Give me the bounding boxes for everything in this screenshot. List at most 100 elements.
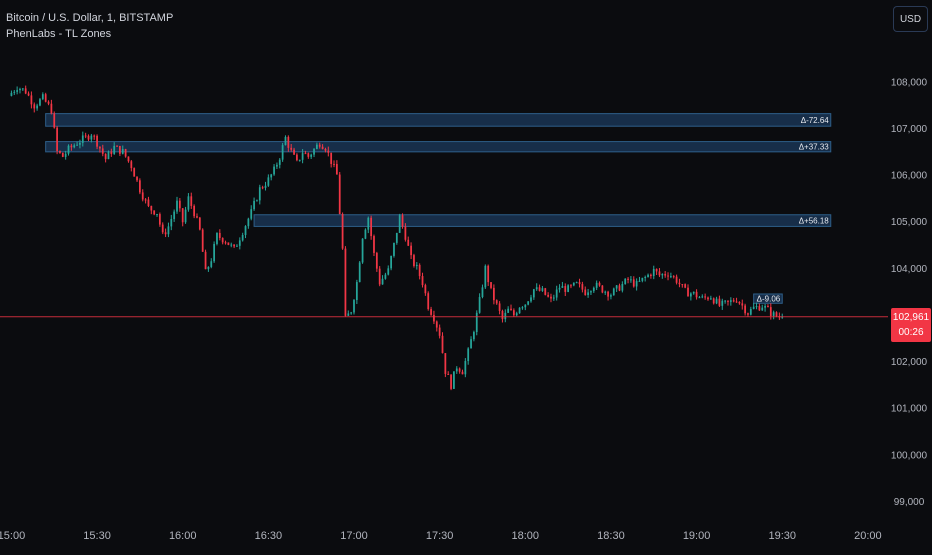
candle-body <box>181 208 184 223</box>
y-tick-label: 101,000 <box>891 404 928 415</box>
candle-body <box>709 298 712 300</box>
candle-body <box>273 166 275 175</box>
indicator-title[interactable]: PhenLabs - TL Zones <box>6 28 112 40</box>
candle-body <box>535 287 538 290</box>
candle-body <box>298 159 301 161</box>
candle-body <box>276 164 278 167</box>
candle-body <box>393 242 395 256</box>
candle-body <box>261 187 264 189</box>
zone-delta-label: Δ+56.18 <box>799 217 830 226</box>
candle-body <box>204 251 207 270</box>
candle-body <box>724 300 727 302</box>
candle-body <box>558 287 561 290</box>
candle-body <box>658 271 661 276</box>
currency-button[interactable]: USD <box>893 6 928 32</box>
candle-body <box>607 291 609 297</box>
y-tick-label: 106,000 <box>891 171 928 182</box>
candle-body <box>144 199 147 201</box>
candle-body <box>538 287 541 291</box>
candle-body <box>341 214 344 249</box>
candle-body <box>313 148 315 155</box>
candle-body <box>338 174 341 215</box>
candle-body <box>316 144 318 149</box>
candle-body <box>507 308 510 313</box>
price-axis[interactable]: 108,000 107,000 106,000 105,000 104,000 102,0… <box>891 77 928 507</box>
x-tick-label: 16:00 <box>169 530 197 542</box>
candle-body <box>233 244 235 247</box>
candle-body <box>296 154 298 161</box>
candle-body <box>473 332 475 340</box>
candle-body <box>555 289 558 298</box>
candle-body <box>250 209 253 219</box>
candle-body <box>501 310 504 320</box>
candle-body <box>644 277 647 279</box>
candle-body <box>256 200 258 202</box>
candle-body <box>615 285 618 289</box>
candle-body <box>441 335 444 354</box>
candle-body <box>41 94 44 100</box>
candle-body <box>612 288 615 296</box>
candle-body <box>53 113 56 128</box>
candle-body <box>116 145 118 147</box>
candle-body <box>133 168 136 177</box>
candle-body <box>113 145 116 154</box>
candle-body <box>30 95 33 105</box>
candle-body <box>518 307 521 314</box>
candle-body <box>64 153 67 157</box>
candle-body <box>575 282 578 284</box>
candle-body <box>59 150 61 153</box>
candle-body <box>190 196 193 206</box>
candle-body <box>99 146 101 149</box>
candle-body <box>141 192 144 200</box>
candle-body <box>24 88 27 94</box>
zone-delta-label: Δ-9.06 <box>757 295 781 304</box>
candle-body <box>156 214 158 216</box>
candle-body <box>364 229 367 239</box>
candle-body <box>624 278 627 284</box>
candle-body <box>318 144 321 147</box>
candle-body <box>681 284 684 286</box>
y-tick-label: 100,000 <box>891 450 928 461</box>
candle-body <box>630 279 632 281</box>
time-axis[interactable]: 15:00 15:30 16:00 16:30 17:00 17:30 18:00 18:30… <box>0 530 882 542</box>
candle-body <box>90 135 93 140</box>
candle-body <box>130 161 133 169</box>
candle-body <box>238 240 241 246</box>
symbol-title[interactable]: Bitcoin / U.S. Dollar, 1, BITSTAMP <box>6 12 174 24</box>
candle-body <box>735 301 738 303</box>
candle-body <box>504 312 507 320</box>
candle-body <box>76 144 78 146</box>
candle-body <box>50 103 53 114</box>
candle-body <box>333 163 335 165</box>
candle-body <box>21 88 24 90</box>
candle-body <box>119 145 121 154</box>
candle-body <box>290 147 293 150</box>
candle-body <box>515 313 518 316</box>
candle-body <box>512 310 515 316</box>
candle-body <box>398 215 401 233</box>
y-tick-label: 108,000 <box>891 77 928 88</box>
x-tick-label: 20:00 <box>854 530 882 542</box>
candle-body <box>769 307 772 316</box>
candle-body <box>353 300 355 313</box>
x-tick-label: 15:00 <box>0 530 25 542</box>
candle-body <box>301 153 304 160</box>
candle-body <box>570 285 572 287</box>
candle-body <box>564 286 567 292</box>
candle-body <box>178 200 181 209</box>
candle-body <box>761 307 764 311</box>
candles-layer <box>10 85 784 391</box>
candle-body <box>475 312 478 333</box>
candle-body <box>692 291 695 294</box>
candle-body <box>675 276 678 283</box>
candle-body <box>384 274 387 279</box>
candle-body <box>324 149 327 151</box>
candle-body <box>196 216 198 218</box>
x-tick-label: 18:00 <box>512 530 540 542</box>
x-tick-label: 15:30 <box>83 530 111 542</box>
candle-body <box>101 148 104 154</box>
candle-body <box>467 348 470 362</box>
candle-body <box>561 286 564 288</box>
